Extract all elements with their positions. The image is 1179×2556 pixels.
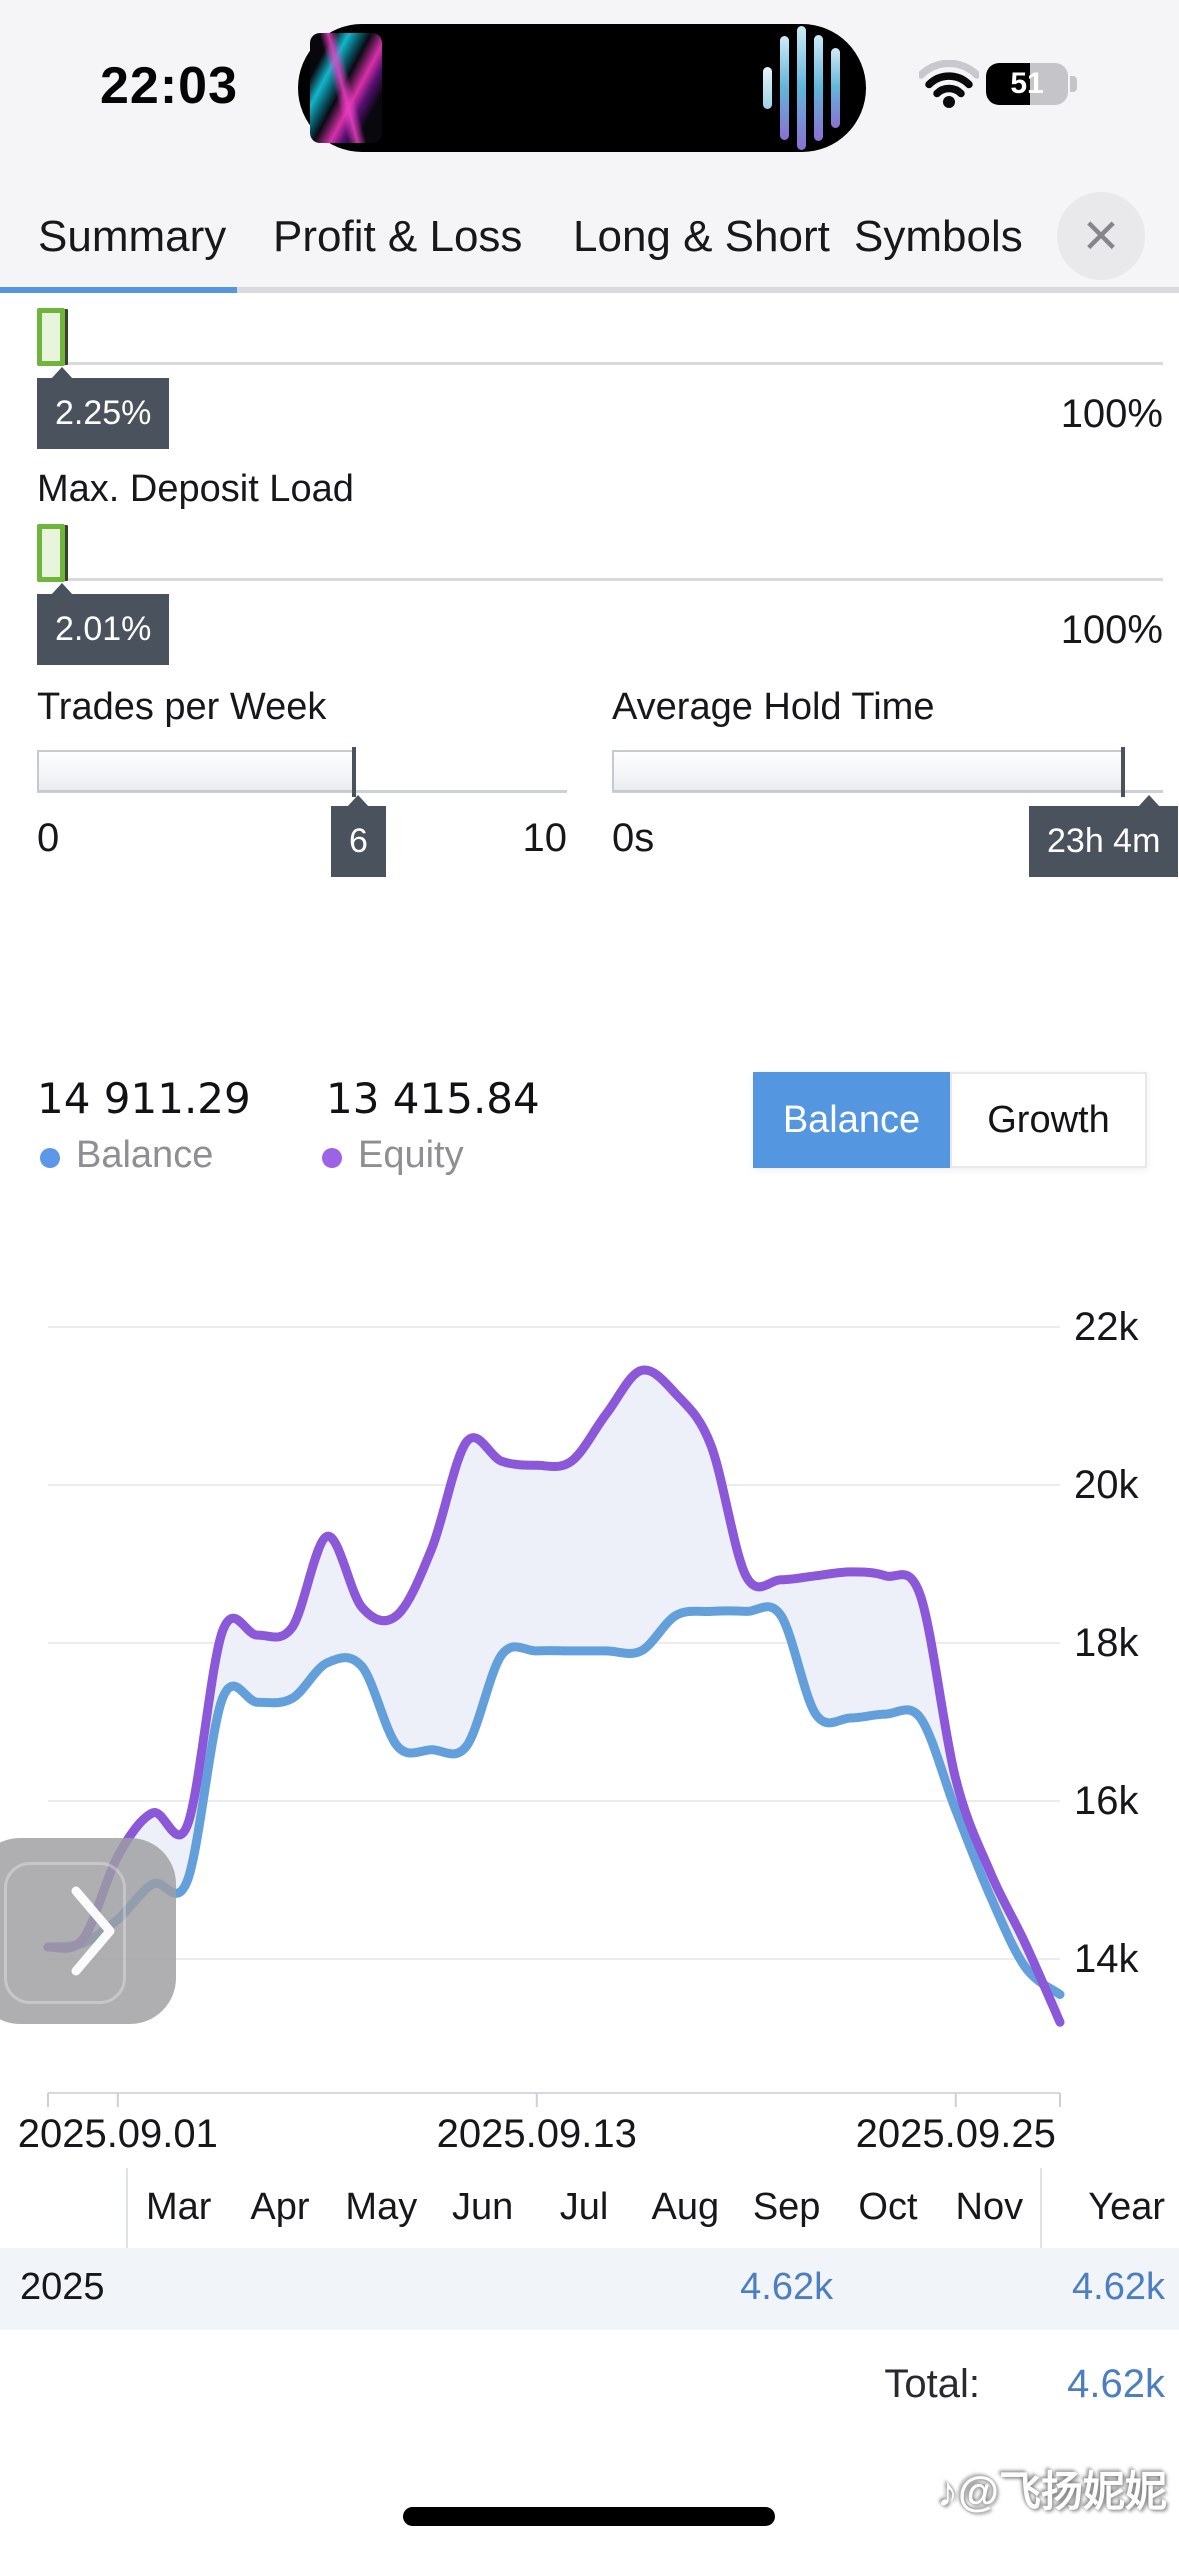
header-may: May xyxy=(345,2186,418,2228)
value-apr xyxy=(229,2266,330,2309)
top-slider-handle[interactable] xyxy=(37,308,65,366)
header-nov: Nov xyxy=(955,2186,1024,2228)
header-jul: Jul xyxy=(559,2186,609,2228)
x-axis-label-3: 2025.09.25 xyxy=(855,2112,1056,2156)
header-aug: Aug xyxy=(651,2186,720,2228)
status-time: 22:03 xyxy=(100,57,238,115)
close-button[interactable]: × xyxy=(1057,192,1145,280)
battery-nub xyxy=(1070,76,1077,92)
trades-fill xyxy=(37,747,356,797)
y-axis-label-14k: 14k xyxy=(1074,1937,1139,1981)
trades-min-label: 0 xyxy=(37,816,60,860)
toggle-balance-button[interactable]: Balance xyxy=(753,1072,950,1168)
balance-legend-label: Balance xyxy=(76,1134,214,1176)
value-year: 4.62k xyxy=(1072,2266,1165,2308)
audio-waveform-icon xyxy=(763,24,840,152)
row-year-label: 2025 xyxy=(20,2266,105,2308)
tab-long-short[interactable]: Long & Short xyxy=(573,212,830,261)
trades-per-week-slider[interactable] xyxy=(37,747,567,797)
value-nov xyxy=(939,2266,1040,2309)
trades-value-tooltip: 6 xyxy=(331,795,386,877)
table-value-row: 4.62k xyxy=(128,2266,1040,2309)
value-jun xyxy=(432,2266,533,2309)
trades-max-label: 10 xyxy=(522,816,568,860)
chart-svg[interactable] xyxy=(43,1285,1065,2115)
hold-time-marker[interactable] xyxy=(1121,747,1126,797)
value-may xyxy=(331,2266,432,2309)
trades-per-week-label: Trades per Week xyxy=(37,686,327,728)
top-slider-max-label: 100% xyxy=(1060,392,1163,436)
table-header-row: Mar Apr May Jun Jul Aug Sep Oct Nov xyxy=(128,2186,1040,2229)
top-slider-track[interactable] xyxy=(37,362,1163,365)
tab-underline-track xyxy=(0,287,1179,293)
y-axis-label-18k: 18k xyxy=(1074,1621,1139,1665)
battery-fill xyxy=(986,63,1031,105)
balance-value: 14 911.29 xyxy=(37,1074,251,1123)
value-oct xyxy=(837,2266,938,2309)
y-axis-label-16k: 16k xyxy=(1074,1779,1139,1823)
x-axis-label-2: 2025.09.13 xyxy=(436,2112,637,2156)
y-axis-label-22k: 22k xyxy=(1074,1305,1139,1349)
header-year: Year xyxy=(1088,2186,1165,2228)
header-sep: Sep xyxy=(752,2186,821,2228)
watermark: ♪@飞扬妮妮 xyxy=(937,2458,1167,2519)
tab-profit-loss[interactable]: Profit & Loss xyxy=(273,212,523,261)
close-icon: × xyxy=(1082,201,1120,270)
balance-legend-dot xyxy=(40,1148,60,1168)
y-axis-label-20k: 20k xyxy=(1074,1463,1139,1507)
header-apr: Apr xyxy=(250,2186,310,2228)
header-jun: Jun xyxy=(452,2186,514,2228)
hold-time-min-label: 0s xyxy=(612,816,655,860)
value-jul xyxy=(533,2266,634,2309)
header-mar: Mar xyxy=(145,2186,212,2228)
max-deposit-load-label: Max. Deposit Load xyxy=(37,468,354,510)
equity-legend-label: Equity xyxy=(358,1134,464,1176)
equity-legend-dot xyxy=(322,1148,342,1168)
deposit-slider-value-tooltip: 2.01% xyxy=(37,583,170,665)
tab-active-indicator xyxy=(0,287,237,293)
chart-view-toggle: Balance Growth xyxy=(753,1072,1147,1168)
battery-percent: 51 xyxy=(1010,67,1044,100)
music-note-icon: ♪ xyxy=(937,2468,959,2515)
button-ring xyxy=(4,1862,126,2004)
deposit-slider-max-label: 100% xyxy=(1060,608,1163,652)
value-aug xyxy=(635,2266,736,2309)
deposit-slider-track[interactable] xyxy=(37,578,1163,581)
balance-equity-chart[interactable]: 22k 20k 18k 16k 14k 2025.09.01 2025.09.1… xyxy=(18,1285,1139,2156)
equity-value: 13 415.84 xyxy=(326,1074,540,1123)
battery-indicator: 51 xyxy=(986,63,1068,105)
watermark-text: @飞扬妮妮 xyxy=(958,2468,1167,2515)
x-axis-label-1: 2025.09.01 xyxy=(17,2112,218,2156)
hold-time-value-tooltip: 23h 4m xyxy=(1029,795,1179,877)
value-sep: 4.62k xyxy=(740,2266,834,2308)
value-mar xyxy=(128,2266,229,2309)
average-hold-time-label: Average Hold Time xyxy=(612,686,935,728)
hold-time-fill xyxy=(612,747,1126,797)
tab-summary[interactable]: Summary xyxy=(38,212,227,261)
dynamic-island[interactable] xyxy=(298,24,866,152)
expand-panel-button[interactable] xyxy=(0,1838,176,2024)
hold-time-slider[interactable] xyxy=(612,747,1163,797)
wifi-icon xyxy=(919,60,979,108)
trades-marker[interactable] xyxy=(352,747,356,797)
album-art xyxy=(310,33,382,143)
tab-symbols[interactable]: Symbols xyxy=(854,212,1023,261)
header-oct: Oct xyxy=(858,2186,918,2228)
home-indicator[interactable] xyxy=(403,2507,775,2526)
total-label: Total: xyxy=(884,2362,980,2406)
toggle-growth-button[interactable]: Growth xyxy=(950,1072,1147,1168)
deposit-slider-handle[interactable] xyxy=(37,524,65,582)
table-row-2025 xyxy=(0,2248,1179,2330)
top-slider-value-tooltip: 2.25% xyxy=(37,367,170,449)
total-value: 4.62k xyxy=(1067,2362,1165,2406)
chevron-right-icon xyxy=(71,1886,115,1976)
